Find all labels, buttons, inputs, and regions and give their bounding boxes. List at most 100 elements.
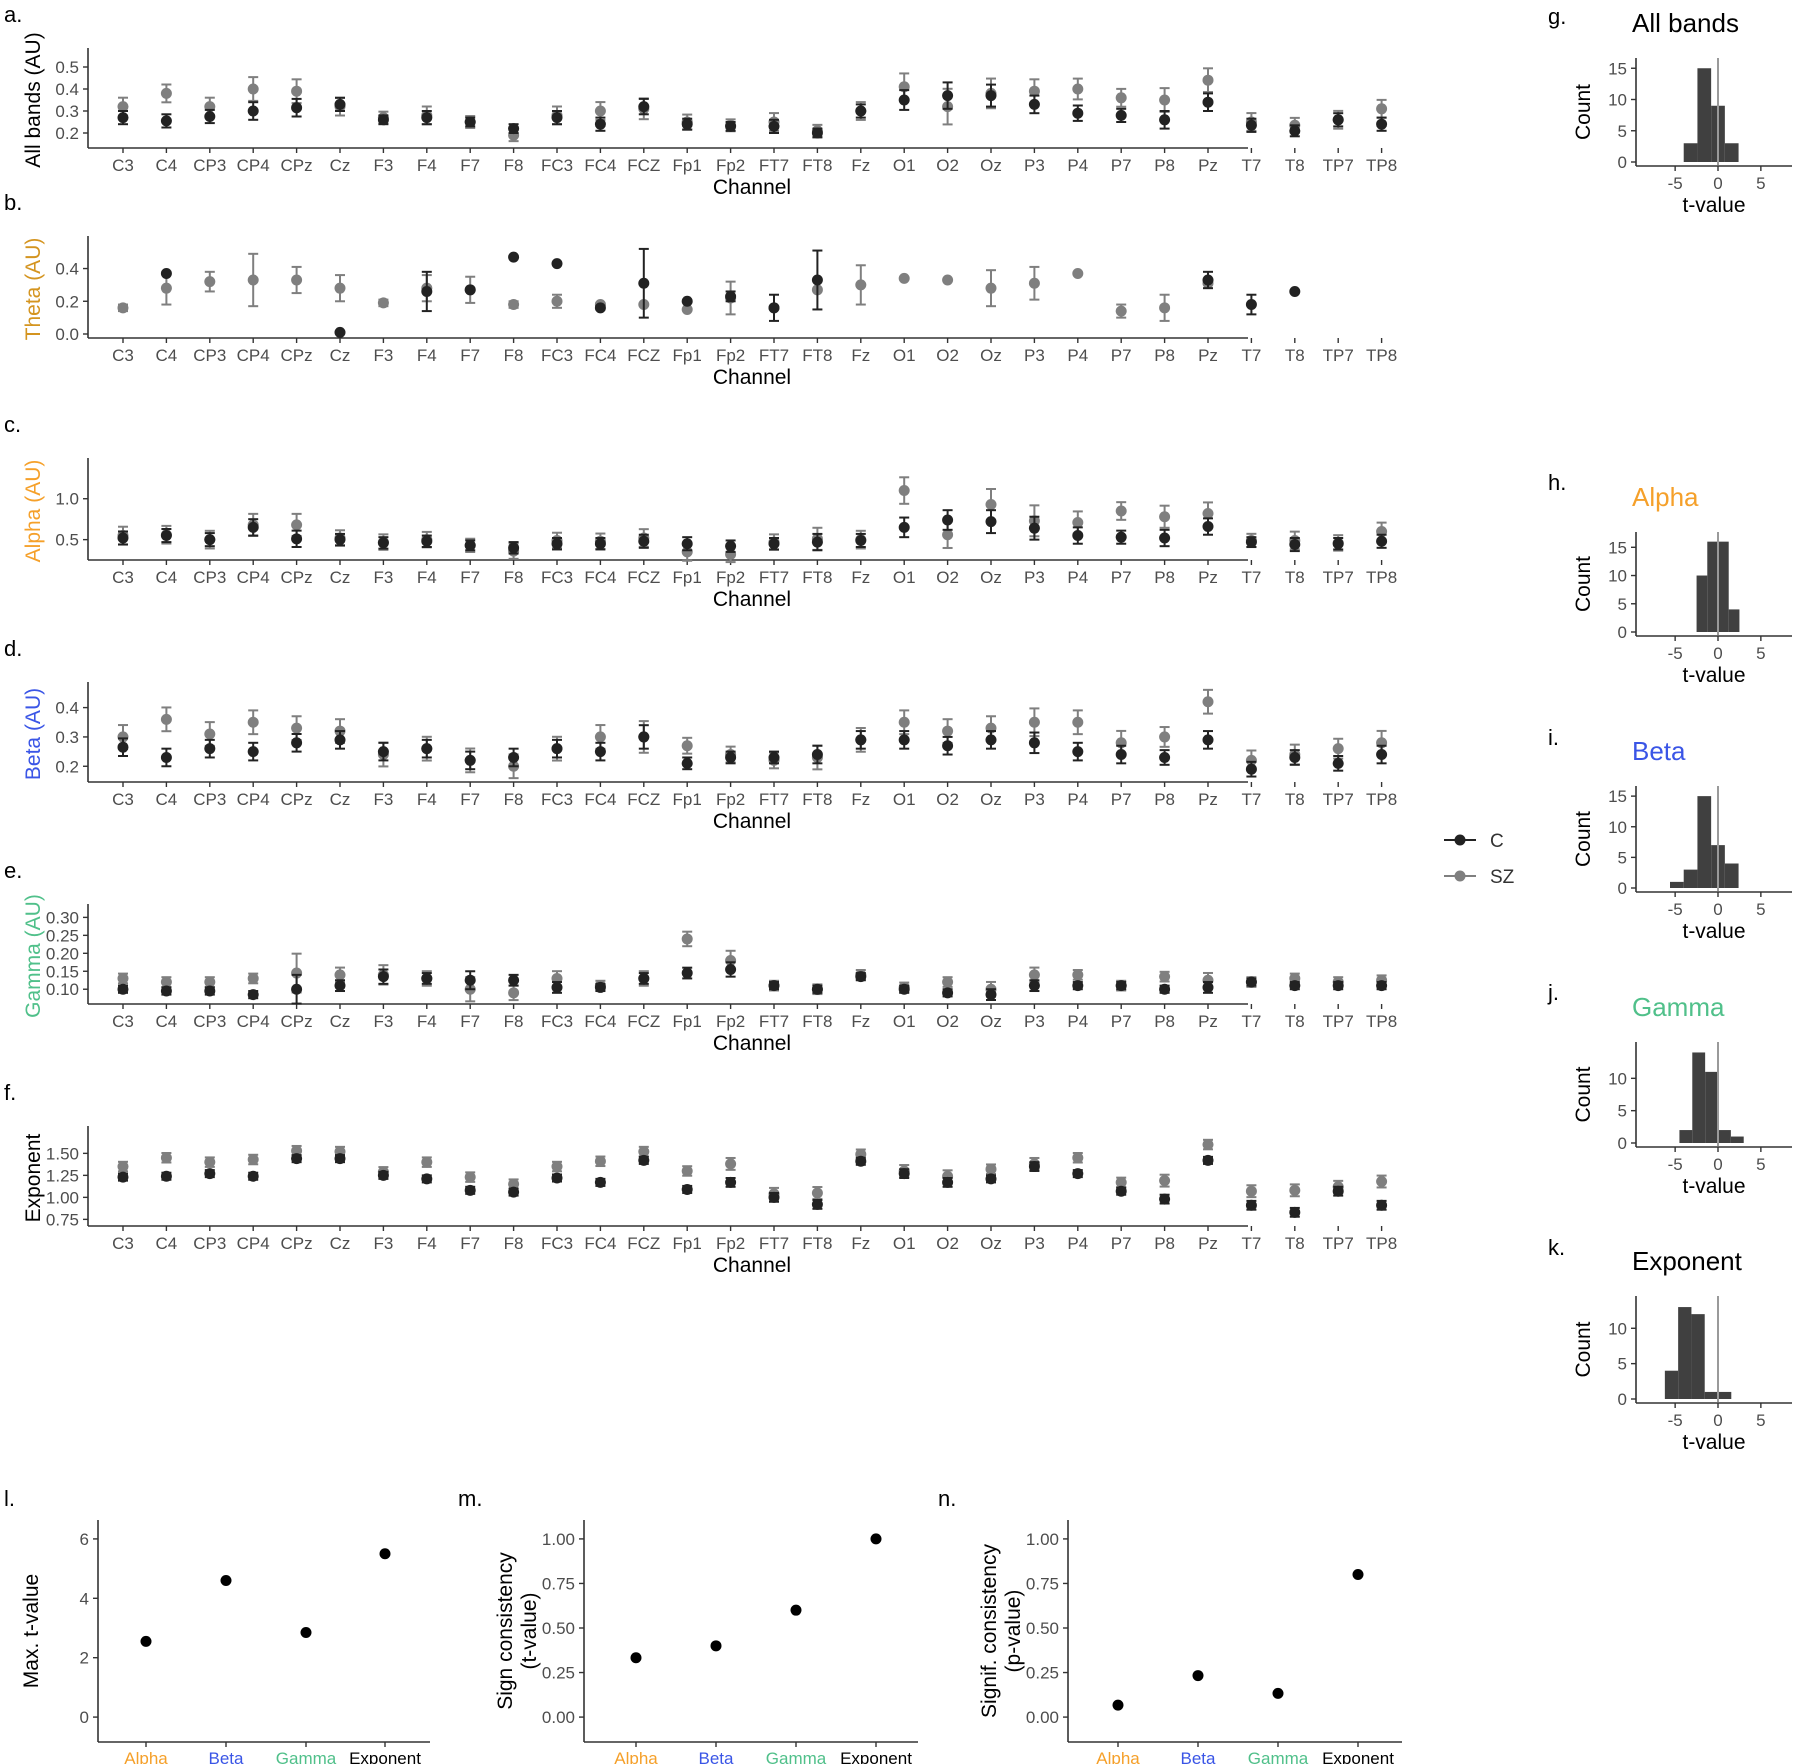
x-tick-label: Pz bbox=[1198, 346, 1218, 365]
point-c-f4 bbox=[421, 1173, 433, 1185]
x-tick-label: O2 bbox=[936, 1234, 959, 1253]
x-axis-title: Channel bbox=[713, 366, 791, 389]
point-c-fp2 bbox=[725, 290, 737, 302]
x-axis-title: t-value bbox=[1682, 1431, 1745, 1454]
panel-label: f. bbox=[4, 1080, 16, 1105]
x-tick-label: CP3 bbox=[193, 346, 226, 365]
panel-h: h. Alpha 0 5 10 15 -5 0 5 t-value Count bbox=[1548, 470, 1792, 687]
y-tick-label: 0.30 bbox=[46, 908, 79, 927]
y-tick-label: 0 bbox=[1618, 153, 1627, 172]
y-tick-label: 1.0 bbox=[55, 490, 79, 509]
x-tick-label-beta: Beta bbox=[209, 1749, 245, 1764]
point-c-fcz bbox=[638, 1154, 650, 1166]
point-c-ft8 bbox=[811, 536, 823, 548]
point-c-p7 bbox=[1115, 531, 1127, 543]
x-tick-label: F3 bbox=[373, 156, 393, 175]
panel-label: k. bbox=[1548, 1235, 1565, 1260]
point-sz-fp1 bbox=[681, 740, 693, 752]
y-tick-label: 5 bbox=[1618, 1355, 1627, 1374]
x-tick-label: CPz bbox=[281, 790, 313, 809]
histogram-bar bbox=[1670, 881, 1684, 888]
point-c-ft8 bbox=[811, 1198, 823, 1210]
point-c-fcz bbox=[638, 731, 650, 743]
x-axis-title: t-value bbox=[1682, 1175, 1745, 1198]
point-sz-o1 bbox=[898, 272, 910, 284]
point-c-cz bbox=[334, 534, 346, 546]
point-sz-cpz bbox=[291, 85, 303, 97]
x-tick-label: F8 bbox=[504, 1234, 524, 1253]
point-c-f8 bbox=[508, 751, 520, 763]
y-tick-label: 5 bbox=[1618, 595, 1627, 614]
x-tick-label: O2 bbox=[936, 156, 959, 175]
x-tick-label: CP4 bbox=[237, 346, 270, 365]
point-c-cpz bbox=[291, 983, 303, 995]
y-axis-title: Exponent bbox=[22, 1133, 45, 1222]
point-c-f3 bbox=[377, 746, 389, 758]
x-tick-label: FC3 bbox=[541, 568, 573, 587]
x-tick-label: Fp1 bbox=[673, 156, 702, 175]
point-c-ft8 bbox=[811, 274, 823, 286]
point-c-cp3 bbox=[204, 985, 216, 997]
x-tick-label: Pz bbox=[1198, 156, 1218, 175]
point-sz-p3 bbox=[1028, 716, 1040, 728]
x-tick-label: CP3 bbox=[193, 568, 226, 587]
y-tick-label: 0.50 bbox=[542, 1619, 575, 1638]
y-tick-label: 1.00 bbox=[1026, 1530, 1059, 1549]
x-tick-label: -5 bbox=[1668, 900, 1683, 919]
point-c-c4 bbox=[160, 751, 172, 763]
x-tick-label: T8 bbox=[1285, 1012, 1305, 1031]
point-c-oz bbox=[985, 516, 997, 528]
point-sz-f3 bbox=[377, 297, 389, 309]
x-tick-label: 0 bbox=[1713, 1155, 1722, 1174]
y-tick-label: 0.25 bbox=[542, 1664, 575, 1683]
point-c-t8 bbox=[1289, 1206, 1301, 1218]
x-tick-label: FCZ bbox=[627, 1012, 660, 1031]
point-sz-oz bbox=[985, 498, 997, 510]
y-tick-label: 15 bbox=[1608, 538, 1627, 557]
point-c-fz bbox=[855, 734, 867, 746]
point-c-cz bbox=[334, 1153, 346, 1165]
point-c-f7 bbox=[464, 539, 476, 551]
point-c-fp2 bbox=[725, 120, 737, 132]
histogram-bar bbox=[1718, 1130, 1731, 1143]
y-axis-title: Max. t-value bbox=[20, 1574, 43, 1688]
x-tick-label: Fz bbox=[851, 568, 870, 587]
point-c-p8 bbox=[1159, 114, 1171, 126]
point-c-p3 bbox=[1028, 737, 1040, 749]
x-tick-label: FT7 bbox=[759, 790, 789, 809]
point-c-ft8 bbox=[811, 749, 823, 761]
point-c-oz bbox=[985, 734, 997, 746]
point-c-cp4 bbox=[247, 989, 259, 1001]
x-tick-label: Fp2 bbox=[716, 156, 745, 175]
point-sz-f8 bbox=[508, 987, 520, 999]
x-tick-label: P7 bbox=[1111, 568, 1132, 587]
point-sz-c4 bbox=[160, 87, 172, 99]
panel-label: j. bbox=[1547, 980, 1559, 1005]
y-tick-label: 1.25 bbox=[46, 1166, 79, 1185]
point-c-p8 bbox=[1159, 532, 1171, 544]
y-axis-title: Count bbox=[1572, 556, 1595, 612]
x-tick-label: P3 bbox=[1024, 156, 1045, 175]
x-tick-label: C3 bbox=[112, 156, 134, 175]
point-c-t8 bbox=[1289, 751, 1301, 763]
panel-label: l. bbox=[4, 1486, 15, 1511]
histogram-bar bbox=[1683, 143, 1698, 162]
point-c-f8 bbox=[508, 542, 520, 554]
histogram-title: All bands bbox=[1632, 8, 1739, 38]
point-c-cp4 bbox=[247, 746, 259, 758]
x-tick-label: P4 bbox=[1067, 156, 1088, 175]
point-c-t7 bbox=[1245, 1199, 1257, 1211]
point-c-cpz bbox=[291, 102, 303, 114]
x-tick-label: F3 bbox=[373, 790, 393, 809]
x-tick-label: Cz bbox=[330, 1012, 351, 1031]
point-sz-fc3 bbox=[551, 1161, 563, 1173]
point-alpha bbox=[630, 1652, 642, 1664]
panel-label: a. bbox=[4, 2, 22, 27]
y-tick-label: 15 bbox=[1608, 787, 1627, 806]
point-sz-pz bbox=[1202, 507, 1214, 519]
x-tick-label: F8 bbox=[504, 790, 524, 809]
x-tick-label: TP7 bbox=[1323, 1234, 1354, 1253]
point-c-f3 bbox=[377, 114, 389, 126]
x-tick-label: F3 bbox=[373, 1234, 393, 1253]
point-c-fcz bbox=[638, 972, 650, 984]
